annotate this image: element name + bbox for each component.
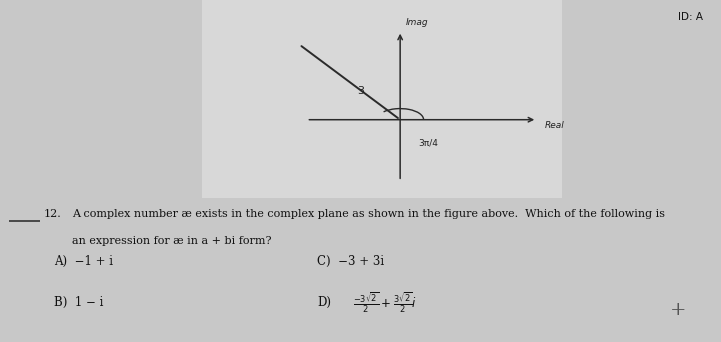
Text: $\frac{-3\sqrt{2}}{2}+\frac{3\sqrt{2}}{2}i$: $\frac{-3\sqrt{2}}{2}+\frac{3\sqrt{2}}{2… [353, 290, 417, 315]
Text: +: + [670, 301, 686, 318]
Text: B)  1 − i: B) 1 − i [54, 296, 103, 309]
Text: A complex number æ exists in the complex plane as shown in the figure above.  Wh: A complex number æ exists in the complex… [72, 209, 665, 219]
Text: A)  −1 + i: A) −1 + i [54, 255, 113, 268]
Text: 12.: 12. [43, 209, 61, 219]
Text: D): D) [317, 296, 331, 309]
Text: ID: A: ID: A [678, 12, 703, 22]
Bar [202, 0, 562, 198]
Text: Imag: Imag [406, 18, 428, 27]
Text: 3π/4: 3π/4 [418, 139, 438, 147]
Text: C)  −3 + 3i: C) −3 + 3i [317, 255, 384, 268]
Text: an expression for æ in a + bi form?: an expression for æ in a + bi form? [72, 236, 272, 246]
Text: Real: Real [544, 121, 564, 130]
Text: 3: 3 [357, 86, 364, 96]
